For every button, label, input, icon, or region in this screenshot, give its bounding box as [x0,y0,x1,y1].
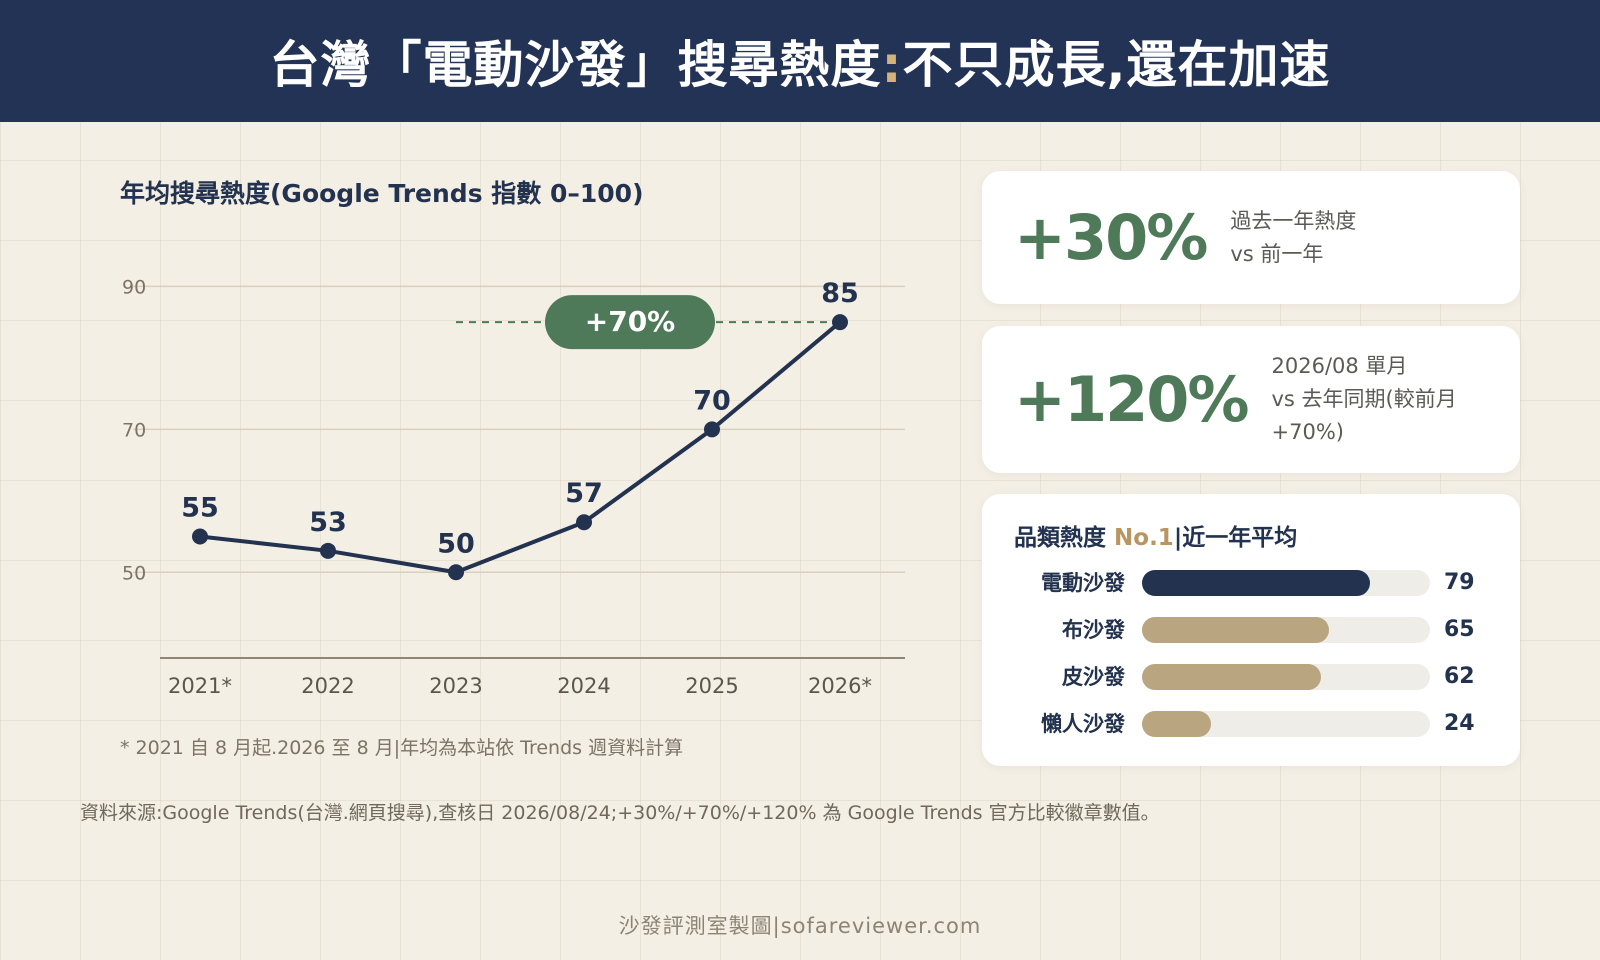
page-title: 台灣「電動沙發」搜尋熱度:不只成長,還在加速 [270,25,1331,97]
stat-desc-yearly: 過去一年熱度 vs 前一年 [1230,205,1356,271]
annotation-label: +70% [585,305,675,338]
data-label: 53 [309,507,347,538]
header-bar: 台灣「電動沙發」搜尋熱度:不只成長,還在加速 [0,0,1600,122]
ranking-bar-fill [1142,617,1330,643]
ranking-label: 皮沙發 [1062,665,1125,689]
x-tick-label: 2025 [685,674,738,698]
chart-grid [133,285,905,659]
credit-line: 沙發評測室製圖|sofareviewer.com [618,914,982,938]
stat-value-monthly: +120% [1014,363,1249,436]
ranking-value: 79 [1444,570,1475,595]
chart-title: 年均搜尋熱度(Google Trends 指數 0–100) [120,179,644,208]
ranking-value: 62 [1444,664,1475,689]
ranking-label: 布沙發 [1062,618,1125,642]
data-label: 85 [821,278,859,309]
title-colon: : [881,36,903,94]
title-part2: 不只成長,還在加速 [902,36,1331,94]
x-tick-label: 2023 [429,674,482,698]
series-line [198,320,842,575]
y-tick-label: 50 [122,562,146,584]
data-point [704,421,720,438]
ranking-label: 懶人沙發 [1041,712,1125,736]
ranking-value: 65 [1444,617,1475,642]
ranking-title: 品類熱度 No.1|近一年平均 [1014,518,1297,552]
ranking-card: 品類熱度 No.1|近一年平均 電動沙發 79 布沙發 65 皮沙發 62 懶人沙發 24 [982,494,1520,766]
stat-desc-line: 過去一年熱度 [1230,208,1357,233]
annotation-pill [545,295,715,350]
stat-desc-monthly: 2026/08 單月 vs 去年同期(較前月 +70%) [1272,350,1457,449]
x-tick-label: 2021* [168,674,232,698]
ranking-bar-track [1142,570,1430,596]
ranking-row: 布沙發 65 [982,615,1520,645]
chart-annotation: +70% [456,295,840,350]
ranking-label: 電動沙發 [1041,571,1125,595]
ranking-title-part1: 品類熱度 [1014,525,1115,551]
y-tick-label: 90 [122,276,146,298]
stat-value-yearly: +30% [1014,201,1208,274]
data-label: 50 [437,528,475,559]
stat-card-monthly: +120% 2026/08 單月 vs 去年同期(較前月 +70%) [982,326,1520,473]
chart-labels: 50 70 90 2021* 2022 2023 2024 2025 2026* 55 53 50 57… [122,276,872,698]
ranking-bar-track [1142,664,1430,690]
ranking-bar-track [1142,617,1430,643]
ranking-bar-track [1142,711,1430,737]
x-tick-label: 2022 [301,674,354,698]
data-source: 資料來源:Google Trends(台灣.網頁搜尋),查核日 2026/08/… [80,802,1160,824]
x-tick-label: 2024 [557,674,610,698]
ranking-row: 電動沙發 79 [982,568,1520,598]
stat-card-yearly: +30% 過去一年熱度 vs 前一年 [982,171,1520,304]
data-point [832,314,848,331]
data-point [320,542,336,559]
stat-desc-line: +70%) [1271,420,1344,444]
ranking-title-highlight: No.1 [1114,525,1174,551]
data-point [576,514,592,531]
y-tick-label: 70 [122,419,146,441]
stat-desc-line: 2026/08 單月 [1271,354,1408,378]
chart-footnote: * 2021 自 8 月起.2026 至 8 月|年均為本站依 Trends 週… [120,737,684,759]
ranking-bar-fill [1142,570,1370,596]
data-label: 55 [181,493,219,524]
data-point [448,564,464,581]
x-tick-label: 2026* [808,674,872,698]
ranking-value: 24 [1444,711,1475,736]
stat-desc-line: vs 去年同期(較前月 [1271,387,1457,411]
stat-desc-line: vs 前一年 [1230,241,1324,266]
ranking-bar-fill [1142,711,1212,737]
ranking-title-part2: |近一年平均 [1173,525,1298,551]
data-label: 70 [693,385,731,416]
ranking-row: 懶人沙發 24 [982,709,1520,739]
data-label: 57 [565,478,603,509]
chart-series [192,314,848,581]
ranking-row: 皮沙發 62 [982,662,1520,692]
title-part1: 台灣「電動沙發」搜尋熱度 [269,36,882,94]
ranking-bar-fill [1142,664,1321,690]
data-point [192,528,208,545]
